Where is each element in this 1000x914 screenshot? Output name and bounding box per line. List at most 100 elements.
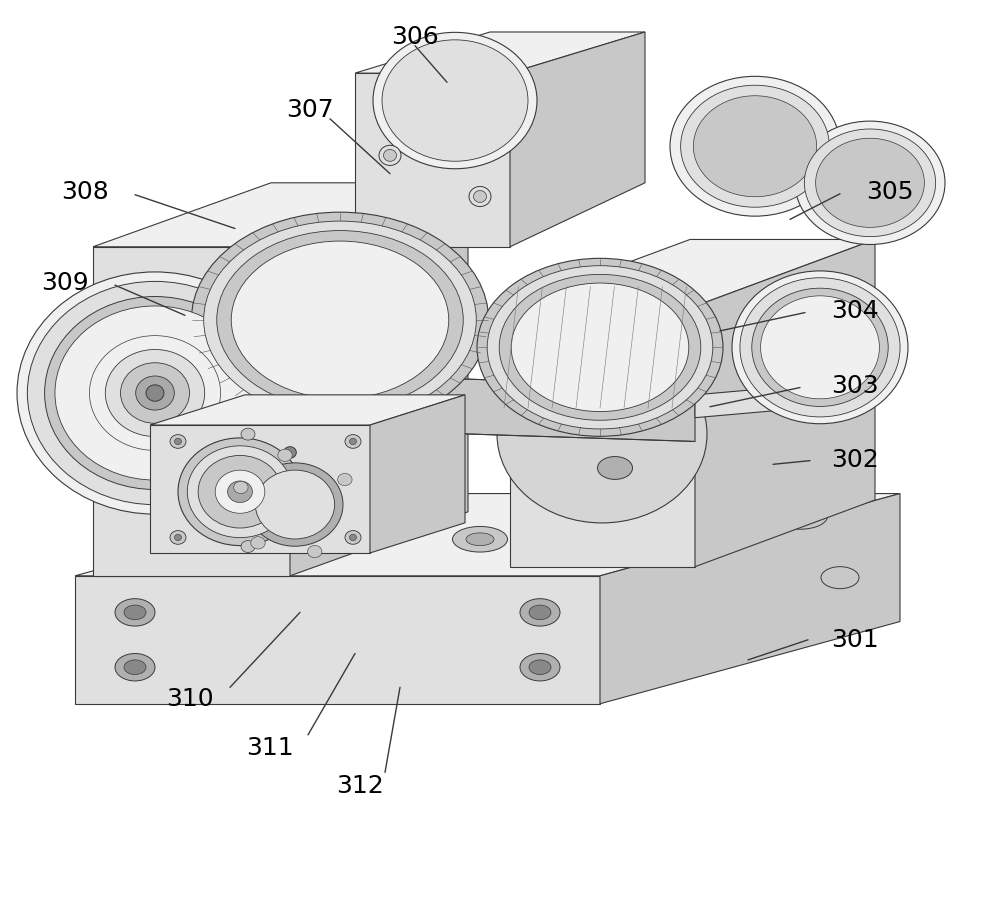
Ellipse shape	[816, 138, 924, 228]
Ellipse shape	[338, 473, 352, 485]
Ellipse shape	[120, 363, 190, 423]
Ellipse shape	[204, 221, 476, 419]
Ellipse shape	[452, 526, 508, 552]
Ellipse shape	[732, 271, 908, 424]
Ellipse shape	[656, 522, 684, 535]
Polygon shape	[510, 32, 645, 247]
Ellipse shape	[198, 455, 282, 528]
Ellipse shape	[373, 32, 537, 169]
Ellipse shape	[382, 40, 528, 161]
Ellipse shape	[529, 605, 551, 620]
Ellipse shape	[404, 109, 416, 120]
Text: 301: 301	[831, 628, 879, 652]
Text: 311: 311	[246, 736, 294, 760]
Ellipse shape	[474, 191, 486, 203]
Ellipse shape	[105, 349, 205, 437]
Ellipse shape	[499, 274, 701, 420]
Ellipse shape	[379, 145, 401, 165]
Text: 305: 305	[866, 180, 914, 204]
Ellipse shape	[124, 660, 146, 675]
Ellipse shape	[27, 282, 283, 505]
Ellipse shape	[693, 96, 817, 197]
Ellipse shape	[345, 435, 361, 449]
Ellipse shape	[215, 470, 265, 514]
Polygon shape	[600, 494, 900, 704]
Ellipse shape	[265, 430, 315, 474]
Ellipse shape	[278, 449, 292, 462]
Polygon shape	[195, 370, 695, 441]
Ellipse shape	[284, 447, 296, 458]
Ellipse shape	[681, 85, 829, 207]
Ellipse shape	[761, 296, 879, 399]
Ellipse shape	[55, 306, 255, 480]
Text: 306: 306	[391, 25, 439, 48]
Ellipse shape	[772, 504, 828, 529]
Ellipse shape	[786, 510, 814, 523]
Ellipse shape	[247, 462, 343, 547]
Ellipse shape	[529, 660, 551, 675]
Polygon shape	[510, 306, 695, 567]
Ellipse shape	[670, 77, 840, 217]
Ellipse shape	[821, 567, 859, 589]
Text: 310: 310	[166, 687, 214, 711]
Ellipse shape	[170, 530, 186, 545]
Ellipse shape	[469, 186, 491, 207]
Text: 303: 303	[831, 374, 879, 398]
Polygon shape	[290, 183, 468, 576]
Ellipse shape	[228, 481, 252, 503]
Polygon shape	[75, 494, 900, 576]
Ellipse shape	[350, 534, 356, 541]
Ellipse shape	[520, 599, 560, 626]
Polygon shape	[93, 183, 468, 247]
Ellipse shape	[253, 420, 327, 484]
Polygon shape	[75, 576, 600, 704]
Text: 309: 309	[41, 271, 89, 295]
Polygon shape	[93, 247, 290, 576]
Ellipse shape	[178, 438, 302, 546]
Ellipse shape	[398, 103, 422, 125]
Ellipse shape	[345, 530, 361, 545]
Polygon shape	[150, 395, 465, 425]
Polygon shape	[370, 395, 465, 553]
Ellipse shape	[795, 121, 945, 245]
Ellipse shape	[804, 129, 936, 237]
Polygon shape	[695, 384, 820, 418]
Ellipse shape	[194, 368, 386, 537]
Polygon shape	[695, 239, 875, 567]
Ellipse shape	[384, 149, 396, 162]
Ellipse shape	[187, 446, 293, 537]
Ellipse shape	[350, 438, 356, 445]
Ellipse shape	[234, 482, 248, 494]
Ellipse shape	[136, 376, 174, 410]
Ellipse shape	[115, 599, 155, 626]
Text: 308: 308	[61, 180, 109, 204]
Ellipse shape	[231, 241, 449, 399]
Ellipse shape	[276, 440, 304, 465]
Ellipse shape	[308, 546, 322, 558]
Ellipse shape	[642, 515, 698, 541]
Ellipse shape	[487, 266, 713, 429]
Ellipse shape	[497, 345, 707, 523]
Ellipse shape	[170, 435, 186, 449]
Ellipse shape	[191, 212, 489, 428]
Ellipse shape	[62, 288, 322, 507]
Ellipse shape	[17, 272, 293, 514]
Ellipse shape	[217, 230, 463, 409]
Text: 307: 307	[286, 98, 334, 122]
Ellipse shape	[185, 360, 395, 545]
Ellipse shape	[740, 278, 900, 417]
Ellipse shape	[255, 470, 335, 539]
Ellipse shape	[251, 537, 265, 549]
Ellipse shape	[477, 259, 723, 436]
Ellipse shape	[511, 283, 689, 411]
Ellipse shape	[752, 288, 888, 407]
Ellipse shape	[458, 103, 482, 125]
Polygon shape	[150, 425, 370, 553]
Ellipse shape	[175, 438, 182, 445]
Ellipse shape	[45, 296, 265, 490]
Polygon shape	[355, 32, 645, 73]
Text: 302: 302	[831, 448, 879, 472]
Ellipse shape	[175, 534, 182, 541]
Ellipse shape	[520, 654, 560, 681]
Ellipse shape	[466, 533, 494, 546]
